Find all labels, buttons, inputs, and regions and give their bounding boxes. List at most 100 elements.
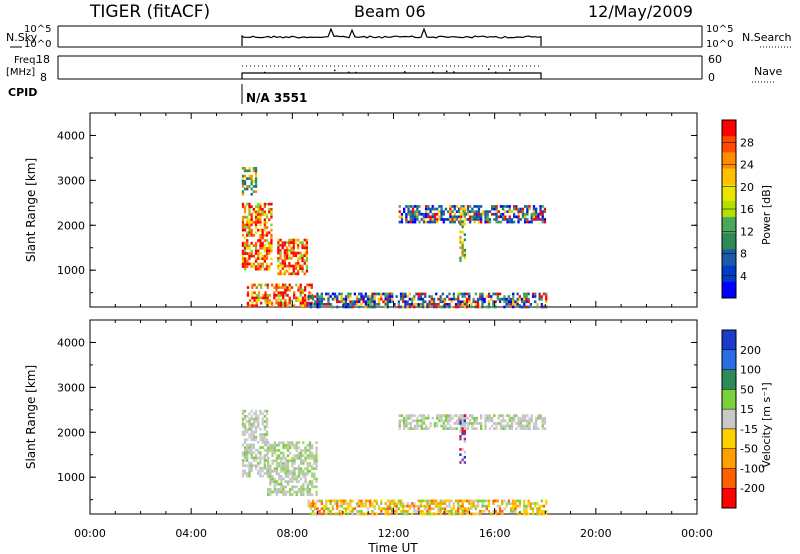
range-cell [252,179,255,183]
range-cell [459,217,462,221]
range-cell [444,416,448,420]
range-cell [266,296,269,300]
range-cell [286,441,290,444]
range-cell [241,469,245,473]
colorbar-swatch [722,217,736,234]
range-cell [311,504,315,508]
range-cell [437,297,440,301]
range-cell [340,300,343,304]
range-cell [418,210,421,213]
range-cell [535,422,538,425]
range-cell [259,213,262,216]
range-cell [502,218,505,221]
range-cell [466,205,470,208]
range-cell [286,464,290,468]
range-cell [449,215,452,219]
range-cell [248,474,251,478]
range-cell [459,448,462,451]
range-cell [291,485,294,489]
range-cell [252,417,255,421]
range-cell [292,249,295,252]
range-cell [282,291,285,295]
range-cell [241,451,245,455]
range-cell [400,220,404,224]
range-cell [248,435,251,439]
range-cell [391,507,394,511]
range-cell [315,490,318,494]
range-cell [461,241,464,244]
range-cell [254,205,258,209]
range-cell [295,446,298,450]
range-cell [254,456,258,460]
range-cell [349,502,352,505]
range-cell [241,244,245,248]
range-cell [398,414,401,417]
range-cell [399,510,403,513]
range-cell [425,210,428,213]
range-cell [320,507,323,511]
range-cell [257,208,260,211]
range-cell [459,238,462,242]
range-cell [384,300,387,304]
range-cell [329,512,332,516]
range-cell [364,512,367,516]
range-cell [495,427,498,430]
range-cell [331,305,334,309]
range-cell [526,414,529,417]
range-cell [277,286,280,289]
range-cell [409,210,412,213]
range-cell [265,254,269,258]
range-cell [503,295,506,298]
range-cell [424,512,427,516]
range-cell [419,502,422,505]
range-cell [484,414,487,417]
range-cell [459,429,462,433]
range-cell [362,297,365,301]
range-cell [257,464,260,468]
range-cell [531,292,535,296]
range-cell [306,456,309,460]
range-cell [508,218,511,221]
range-cell [313,485,316,489]
range-cell [292,238,295,242]
range-cell [539,416,542,420]
range-cell [257,420,260,423]
range-cell [250,179,253,183]
range-cell [270,236,273,240]
range-cell [498,300,502,304]
range-cell [512,510,515,513]
range-cell [331,297,334,301]
range-cell [320,300,323,304]
range-cell [300,454,303,457]
range-cell [311,475,314,478]
range-cell [355,297,359,301]
range-cell [451,215,454,219]
range-cell [531,512,535,516]
colorbar-tick: 15 [740,403,754,416]
range-cell [505,502,508,505]
range-cell [286,475,290,478]
range-cell [484,212,487,216]
range-cell [313,472,316,476]
range-cell [464,416,467,420]
range-cell [265,412,269,416]
range-cell [529,502,532,505]
range-cell [525,507,528,511]
range-cell [505,303,508,306]
range-cell [463,209,466,213]
colorbar-swatch [722,168,736,186]
range-cell [241,472,245,475]
range-cell [270,262,273,266]
range-cell [257,451,260,455]
range-cell [450,297,453,301]
range-cell [265,433,269,436]
range-cell [502,414,505,417]
range-cell [458,416,461,420]
range-cell [308,464,312,468]
range-cell [250,438,253,442]
range-cell [263,223,266,227]
range-cell [275,480,279,483]
range-cell [246,472,249,475]
range-cell [497,220,500,224]
